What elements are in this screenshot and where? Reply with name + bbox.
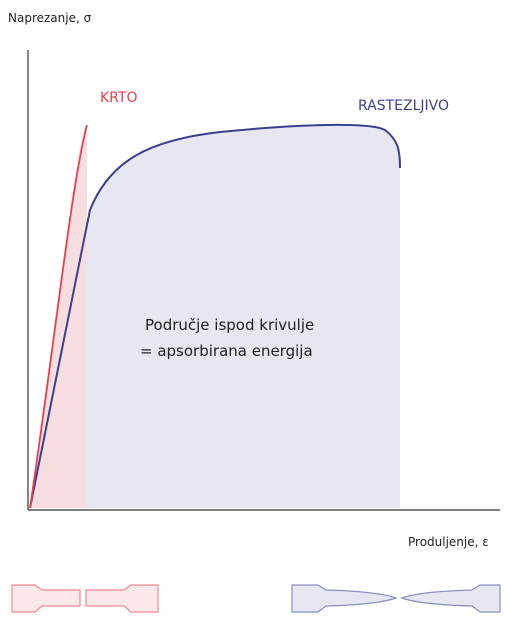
- x-axis-label: Produljenje, ε: [408, 535, 489, 549]
- annotation-line: Područje ispod krivulje: [145, 316, 314, 334]
- y-axis-label: Naprezanje, σ: [8, 11, 92, 25]
- brittle-label: KRTO: [100, 90, 137, 106]
- diagram: Naprezanje, σ Produljenje, ε KRTO RASTEZ…: [0, 0, 517, 616]
- ductile-label: RASTEZLJIVO: [358, 98, 449, 114]
- annotation-line: = apsorbirana energija: [140, 342, 313, 360]
